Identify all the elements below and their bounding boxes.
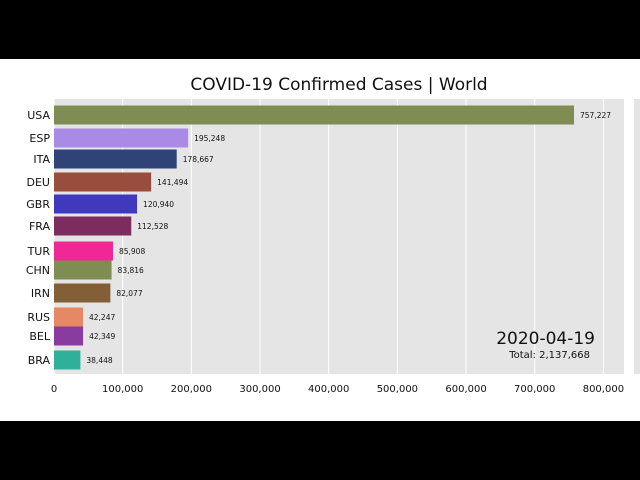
x-tick-label: 300,000 <box>239 384 280 395</box>
bar <box>54 283 111 303</box>
bar-value-label: 195,248 <box>194 134 225 143</box>
bar-value-label: 178,667 <box>183 155 214 164</box>
bar <box>54 241 113 261</box>
chart-title: COVID-19 Confirmed Cases | World <box>190 75 487 95</box>
category-label: IRN <box>31 287 50 300</box>
category-label: RUS <box>27 311 50 324</box>
bar <box>54 307 84 327</box>
x-tick-label: 0 <box>51 384 57 395</box>
bar-value-label: 83,816 <box>118 266 144 275</box>
category-label: TUR <box>27 245 51 258</box>
category-label: BRA <box>28 354 51 367</box>
bar-value-label: 42,349 <box>89 332 115 341</box>
x-tick-label: 100,000 <box>102 384 143 395</box>
category-label: BEL <box>29 330 50 343</box>
category-label: DEU <box>27 176 50 189</box>
date-label: 2020-04-19 <box>496 329 595 349</box>
bar <box>54 149 177 169</box>
category-label: GBR <box>26 198 50 211</box>
bar <box>54 260 112 280</box>
category-label: ESP <box>29 132 50 145</box>
category-labels: USA ESP ITA DEU GBR FRA TUR CHN IRN RUS BEL BRA <box>26 109 51 367</box>
bars <box>54 105 575 370</box>
category-label: ITA <box>33 153 50 166</box>
bar-value-label: 141,494 <box>157 178 188 187</box>
total-label: Total: 2,137,668 <box>508 350 590 361</box>
chart-frame: 757,227 195,248 178,667 141,494 120,940 112,5… <box>0 59 640 421</box>
bar-value-label: 82,077 <box>116 289 142 298</box>
bar <box>54 172 152 192</box>
bar-value-label: 85,908 <box>119 247 145 256</box>
x-tick-label: 200,000 <box>171 384 212 395</box>
bar <box>54 326 84 346</box>
x-tick-label: 700,000 <box>514 384 555 395</box>
x-tick-label: 500,000 <box>377 384 418 395</box>
bar-value-label: 42,247 <box>89 313 115 322</box>
bar-value-label: 38,448 <box>86 356 112 365</box>
x-tick-label: 800,000 <box>583 384 624 395</box>
category-label: CHN <box>26 264 50 277</box>
bar-chart: 757,227 195,248 178,667 141,494 120,940 112,5… <box>26 75 640 395</box>
bar-value-label: 120,940 <box>143 200 174 209</box>
category-label: FRA <box>29 220 51 233</box>
bar-value-label: 112,528 <box>137 222 168 231</box>
x-tick-label: 400,000 <box>308 384 349 395</box>
bar <box>54 128 189 148</box>
bar <box>54 105 575 125</box>
bar <box>54 350 81 370</box>
bar <box>54 194 138 214</box>
value-labels: 757,227 195,248 178,667 141,494 120,940 112,5… <box>86 111 611 365</box>
bar <box>54 216 132 236</box>
category-label: USA <box>27 109 50 122</box>
next-panel-edge <box>634 99 640 374</box>
x-tick-label: 600,000 <box>445 384 486 395</box>
x-tick-labels: 0 100,000 200,000 300,000 400,000 500,000 600,… <box>51 384 624 395</box>
bar-value-label: 757,227 <box>580 111 611 120</box>
